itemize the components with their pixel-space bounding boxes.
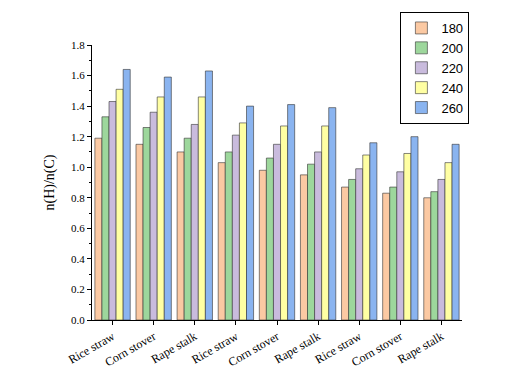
svg-text:Corn stover: Corn stover [349,329,405,369]
svg-text:240: 240 [441,81,463,96]
svg-text:Corn stover: Corn stover [102,329,158,369]
svg-text:1.8: 1.8 [71,39,85,51]
svg-text:1.6: 1.6 [71,69,85,81]
svg-text:Rice straw: Rice straw [66,329,117,367]
svg-text:Rice straw: Rice straw [313,329,364,367]
svg-text:0.4: 0.4 [71,253,85,265]
svg-text:Corn stover: Corn stover [226,329,282,369]
svg-text:1.0: 1.0 [71,161,85,173]
svg-text:Rape stalk: Rape stalk [395,329,446,366]
svg-text:1.4: 1.4 [71,100,85,112]
svg-text:Rape stalk: Rape stalk [149,329,200,366]
svg-text:0.6: 0.6 [71,222,85,234]
svg-text:Rape stalk: Rape stalk [272,329,323,366]
svg-text:180: 180 [441,21,463,36]
svg-text:260: 260 [441,101,463,116]
svg-text:220: 220 [441,61,463,76]
svg-text:0.2: 0.2 [71,283,85,295]
svg-text:Rice straw: Rice straw [189,329,240,367]
svg-text:0.0: 0.0 [71,314,85,326]
svg-text:1.2: 1.2 [71,131,85,143]
svg-text:200: 200 [441,41,463,56]
svg-text:n(H)/n(C): n(H)/n(C) [42,154,58,210]
svg-text:0.8: 0.8 [71,192,85,204]
